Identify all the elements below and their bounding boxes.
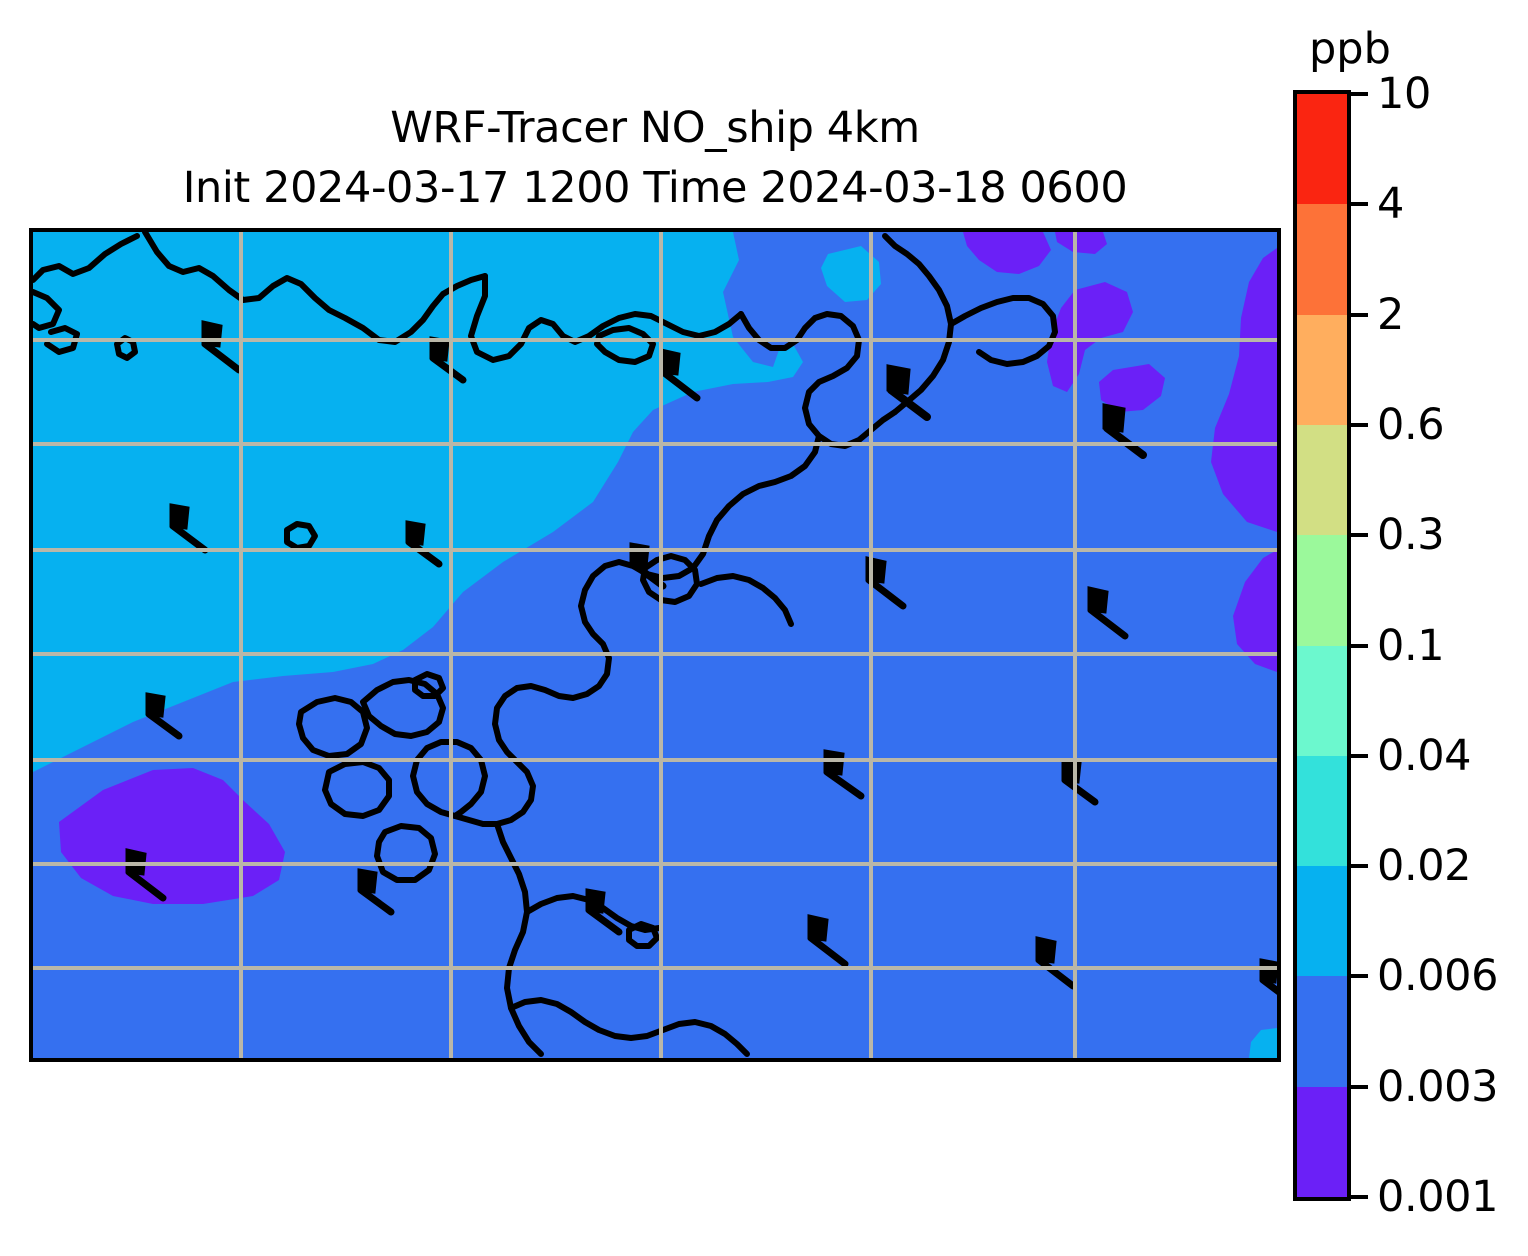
contour-band-cyan — [33, 232, 803, 772]
map-plot-area — [29, 228, 1281, 1062]
coastline-overlay — [33, 232, 1058, 1057]
colorbar-tick-mark — [1351, 1084, 1368, 1089]
coastline-small-island-2 — [284, 521, 318, 551]
colorbar-tick-label: 0.3 — [1377, 510, 1445, 561]
contour-blob-cyan-north — [821, 246, 881, 302]
coastline-north-main — [142, 232, 488, 345]
colorbar-tick-label: 0.1 — [1377, 620, 1445, 671]
coastline-archipelago-4 — [322, 759, 392, 819]
wind-barb — [357, 868, 395, 916]
contour-band-purple-southwest — [59, 768, 285, 904]
contour-band-purple-east-mid — [1233, 550, 1277, 672]
colorbar-tick-label: 4 — [1377, 179, 1404, 230]
wind-barb — [405, 520, 443, 568]
wind-barb — [886, 364, 931, 421]
wind-barb — [1259, 958, 1277, 995]
wind-barb — [585, 888, 623, 936]
colorbar-tick-mark — [1351, 753, 1368, 758]
page-title: WRF-Tracer NO_ship 4km Init 2024-03-17 1… — [29, 98, 1281, 218]
contour-band-purple-east-large — [1211, 248, 1277, 532]
colorbar-tick-mark — [1351, 1195, 1368, 1199]
wind-barb — [807, 914, 849, 968]
colorbar-band — [1297, 535, 1347, 647]
colorbar-band — [1297, 1086, 1347, 1197]
wind-barb — [1102, 403, 1147, 459]
colorbar-tick-mark — [1351, 533, 1368, 538]
contour-band-purple-ne-3 — [1047, 282, 1133, 392]
colorbar-tick-label: 2 — [1377, 289, 1404, 340]
colorbar-band — [1297, 94, 1347, 205]
colorbar-tick-mark — [1351, 864, 1368, 869]
coastline-northeast — [882, 233, 954, 415]
colorbar-tick-mark — [1351, 422, 1368, 427]
coastline-east-islands — [640, 553, 700, 605]
colorbar-band — [1297, 645, 1347, 757]
colorbar-tick-label: 0.001 — [1377, 1172, 1499, 1222]
wind-barb — [1035, 936, 1077, 990]
colorbar-band — [1297, 976, 1347, 1088]
colorbar-tick-label: 0.6 — [1377, 399, 1445, 450]
wind-barb — [823, 749, 865, 800]
colorbar-unit-label: ppb — [1309, 24, 1391, 74]
colorbar-tick-label: 0.02 — [1377, 841, 1472, 892]
coastline-island-a — [594, 325, 656, 365]
contour-band-purple-ne-1 — [963, 232, 1051, 274]
coastline-small-island-3 — [626, 921, 660, 949]
coastline-east-strip — [698, 573, 794, 627]
map-inner — [33, 232, 1277, 1058]
colorbar-tick-label: 0.04 — [1377, 730, 1472, 781]
coastline-small-island-4 — [412, 671, 446, 699]
coastline-archipelago-2 — [360, 677, 446, 739]
colorbar-band — [1297, 314, 1347, 426]
coastline-south-wiggle — [508, 997, 750, 1057]
colorbar-tick-label: 0.006 — [1377, 951, 1499, 1002]
coastline-central-west — [452, 433, 822, 827]
coastline-archipelago-3 — [296, 695, 370, 759]
coastline-east-arm — [948, 295, 1058, 367]
title-line-secondary: Init 2024-03-17 1200 Time 2024-03-18 060… — [182, 163, 1128, 214]
colorbar-band — [1297, 424, 1347, 536]
colorbar-tick-mark — [1351, 974, 1368, 979]
colorbar — [1293, 90, 1351, 1201]
title-line-primary: WRF-Tracer NO_ship 4km — [390, 103, 920, 153]
colorbar-tick-mark — [1351, 92, 1368, 96]
colorbar-tick-label: 0.003 — [1377, 1061, 1499, 1112]
colorbar-tick-group: 10 4 2 0.6 0.3 0.1 0.04 0.02 — [1351, 69, 1521, 1222]
colorbar-tick-label: 10 — [1377, 69, 1431, 119]
contour-blob-cyan-southeast — [1249, 1028, 1277, 1058]
colorbar-band — [1297, 755, 1347, 867]
contour-band-purple-center-right — [1099, 364, 1165, 412]
map-gridlines — [33, 232, 1277, 1058]
colorbar-tick-mark — [1351, 643, 1368, 648]
contour-band-purple-ne-2 — [1055, 232, 1107, 254]
coastline-south-peninsula — [494, 821, 544, 1057]
colorbar-band — [1297, 866, 1347, 977]
wind-barb — [1087, 586, 1129, 640]
colorbar-band — [1297, 204, 1347, 316]
wind-barb — [169, 503, 209, 554]
wind-barb — [659, 348, 701, 402]
coastline-archipelago-5 — [374, 823, 438, 883]
colorbar-tick-mark — [1351, 312, 1368, 317]
wind-barb — [145, 692, 183, 740]
colorbar-tick-mark — [1351, 202, 1368, 207]
